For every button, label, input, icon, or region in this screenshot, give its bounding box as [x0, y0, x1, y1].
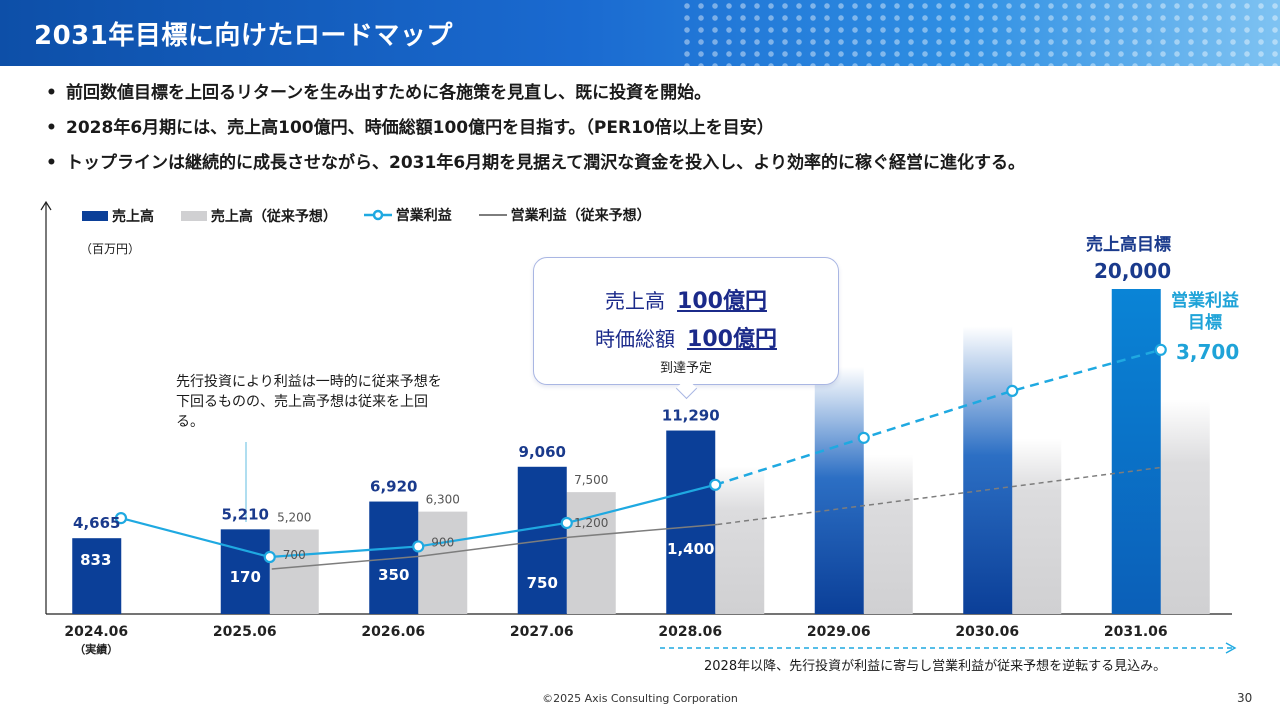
- target-op-label: 営業利益目標: [1171, 291, 1239, 333]
- legend-label-sales-prev: 売上高（従来予想）: [210, 209, 337, 225]
- target-op-value: 3,700: [1176, 340, 1240, 364]
- bullet-dot: •: [46, 118, 57, 138]
- target-sales-value: 20,000: [1094, 259, 1172, 283]
- op-value-label: 170: [230, 568, 261, 586]
- op-value-label: 833: [80, 551, 111, 569]
- op-prev-value-label: 1,200: [574, 516, 608, 530]
- bar-sales: [72, 538, 122, 614]
- callout-sales-label: 売上高: [605, 289, 666, 313]
- x-tick-label: 2026.06: [361, 624, 425, 640]
- bullet-text: 前回数値目標を上回るリターンを生み出すために各施策を見直し、既に投資を開始。: [66, 83, 712, 103]
- callout-marketcap-label: 時価総額: [595, 327, 676, 351]
- op-point: [412, 540, 425, 553]
- bullet-text: 2028年6月期には、売上高100億円、時価総額100億円を目指す。（PER10…: [66, 118, 774, 138]
- bar-sales: [1111, 289, 1161, 614]
- footnote-arrow-head: [1225, 642, 1237, 654]
- x-tick-label: 2031.06: [1104, 624, 1168, 640]
- op-prev-line-forecast: [717, 466, 1163, 526]
- x-tick-sublabel: （実績）: [74, 642, 118, 656]
- header-bar: 2031年目標に向けたロードマップ: [0, 0, 1280, 66]
- op-value-label: 1,400: [667, 540, 714, 558]
- bar-sales: [220, 529, 270, 614]
- bullet-item: • トップラインは継続的に成長させながら、2031年6月期を見据えて潤沢な資金を投…: [46, 150, 1266, 185]
- op-point: [263, 550, 276, 564]
- sales-value-label: 4,665: [73, 514, 120, 532]
- sales-value-label: 9,060: [519, 443, 566, 461]
- op-point: [857, 431, 870, 444]
- bullet-dot: •: [46, 83, 57, 103]
- op-prev-value-label: 700: [283, 548, 306, 562]
- bullet-item: • 2028年6月期には、売上高100億円、時価総額100億円を目指す。（PER1…: [46, 115, 1266, 150]
- sales-value-label: 11,290: [662, 407, 720, 425]
- op-point: [114, 512, 128, 525]
- page-number: 30: [1237, 691, 1253, 705]
- x-tick-label: 2025.06: [213, 624, 277, 640]
- legend-line-op-icon: [363, 209, 392, 221]
- bar-sales-prev: [1160, 399, 1210, 614]
- callout-note: 到達予定: [659, 361, 712, 376]
- x-tick-label: 2030.06: [955, 624, 1019, 640]
- legend-item-sales-prev: 売上高（従来予想）: [180, 206, 337, 226]
- legend-swatch-sales: [82, 211, 108, 221]
- legend-label-op: 営業利益: [395, 208, 452, 224]
- chart-legend: 売上高 売上高（従来予想） 営業利益 営業利益（従来予想）: [82, 205, 673, 226]
- op-value-label: 750: [527, 574, 558, 592]
- y-axis-arrow: [40, 200, 52, 211]
- legend-swatch-sales-prev: [180, 211, 207, 221]
- callout-row-marketcap: 時価総額 100億円: [534, 321, 838, 353]
- sales-prev-value-label: 5,200: [277, 511, 311, 525]
- copyright-text: ©2025 Axis Consulting Corporation: [542, 692, 738, 705]
- bar-sales-prev: [418, 511, 468, 614]
- x-tick-label: 2024.06: [64, 624, 128, 640]
- bullet-list: • 前回数値目標を上回るリターンを生み出すために各施策を見直し、既に投資を開始。 …: [46, 80, 1266, 185]
- chart-footnote: 2028年以降、先行投資が利益に寄与し営業利益が従来予想を逆転する見込み。: [704, 659, 1167, 674]
- x-tick-label: 2029.06: [807, 624, 871, 640]
- x-tick-label: 2028.06: [658, 624, 722, 640]
- legend-item-sales: 売上高: [82, 206, 154, 226]
- bar-sales: [814, 367, 864, 614]
- op-line-forecast: [714, 348, 1162, 487]
- header-dot-pattern: [680, 0, 1280, 66]
- bar-sales: [666, 430, 716, 614]
- bar-sales-prev: [715, 466, 765, 614]
- legend-label-sales: 売上高: [112, 209, 154, 225]
- bullet-text: トップラインは継続的に成長させながら、2031年6月期を見据えて潤沢な資金を投入…: [66, 153, 1025, 173]
- sales-value-label: 6,920: [370, 478, 417, 496]
- op-point: [560, 516, 573, 530]
- sales-value-label: 5,210: [222, 505, 269, 523]
- op-value-label: 350: [378, 566, 409, 584]
- bar-sales: [963, 326, 1013, 614]
- bar-sales-prev: [863, 454, 913, 614]
- bar-sales-prev: [1012, 438, 1062, 614]
- target-callout: 売上高 100億円 時価総額 100億円 到達予定: [533, 257, 839, 385]
- op-prev-line-actual: [271, 523, 718, 570]
- legend-label-op-prev: 営業利益（従来予想）: [510, 208, 651, 224]
- legend-item-op: 営業利益: [363, 205, 452, 225]
- op-point: [1006, 384, 1019, 397]
- legend-item-op-prev: 営業利益（従来予想）: [478, 205, 651, 225]
- x-tick-label: 2027.06: [510, 624, 574, 640]
- bullet-dot: •: [46, 153, 57, 173]
- bar-sales-prev: [566, 492, 616, 614]
- op-prev-value-label: 900: [431, 535, 454, 549]
- op-point: [1154, 343, 1167, 356]
- page-title: 2031年目標に向けたロードマップ: [34, 21, 453, 51]
- bullet-item: • 前回数値目標を上回るリターンを生み出すために各施策を見直し、既に投資を開始。: [46, 80, 1266, 115]
- sales-prev-value-label: 7,500: [574, 473, 608, 487]
- op-point: [709, 478, 722, 491]
- callout-row-sales: 売上高 100億円: [534, 283, 838, 315]
- callout-sales-value: 100億円: [677, 289, 767, 314]
- unit-label: （百万円）: [80, 242, 141, 256]
- legend-line-op-prev-icon: [478, 209, 507, 221]
- sales-prev-value-label: 6,300: [426, 493, 460, 507]
- callout-marketcap-value: 100億円: [687, 327, 777, 352]
- bar-sales-prev: [269, 529, 319, 614]
- target-sales-label: 売上高目標: [1086, 235, 1171, 255]
- investment-annotation: 先行投資により利益は一時的に従来予想を下回るものの、売上高予想は従来を上回る。: [176, 374, 442, 430]
